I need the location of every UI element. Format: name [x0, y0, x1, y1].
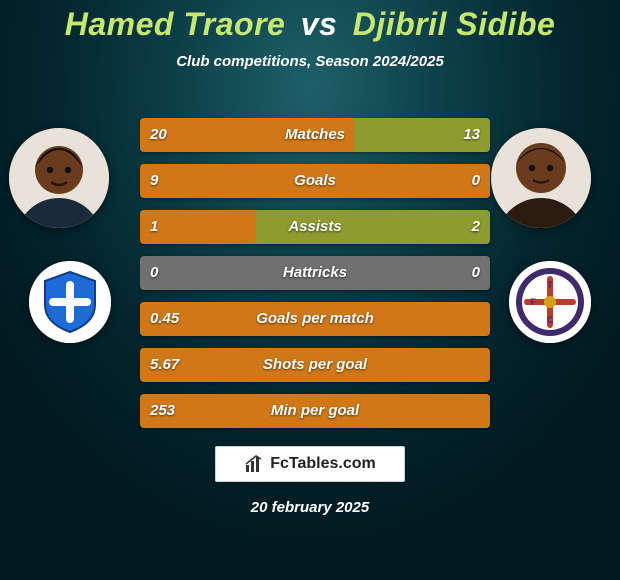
infographic-date: 20 february 2025 [0, 499, 620, 516]
bar-chart-icon [244, 454, 264, 474]
stat-label: Hattricks [140, 256, 490, 290]
comparison-infographic: Hamed Traore vs Djibril Sidibe Club comp… [0, 0, 620, 580]
player1-club-badge [29, 261, 111, 343]
page-title: Hamed Traore vs Djibril Sidibe [0, 0, 620, 43]
title-player1: Hamed Traore [65, 6, 286, 42]
subtitle: Club competitions, Season 2024/2025 [0, 53, 620, 70]
stat-row: 20Matches13 [140, 118, 490, 152]
stat-row: 253Min per goal [140, 394, 490, 428]
player2-avatar [491, 128, 591, 228]
stat-row: 1Assists2 [140, 210, 490, 244]
stat-row: 9Goals0 [140, 164, 490, 198]
stat-label: Shots per goal [140, 348, 490, 382]
stat-label: Goals per match [140, 302, 490, 336]
player1-avatar [9, 128, 109, 228]
person-icon [9, 128, 109, 228]
stat-value-right: 2 [472, 210, 480, 244]
stat-row: 5.67Shots per goal [140, 348, 490, 382]
stat-label: Goals [140, 164, 490, 198]
svg-text:C: C [547, 315, 554, 325]
stats-table: 20Matches139Goals01Assists20Hattricks00.… [140, 118, 490, 440]
svg-text:F: F [530, 297, 536, 307]
stat-row: 0Hattricks0 [140, 256, 490, 290]
person-icon [491, 128, 591, 228]
stat-label: Assists [140, 210, 490, 244]
stat-label: Min per goal [140, 394, 490, 428]
svg-text:T: T [547, 280, 553, 290]
stat-value-right: 0 [472, 164, 480, 198]
player2-club-badge: T C F [509, 261, 591, 343]
club-crest-icon: T C F [509, 261, 591, 343]
stat-value-right: 0 [472, 256, 480, 290]
stat-label: Matches [140, 118, 490, 152]
club-crest-icon [29, 261, 111, 343]
stat-row: 0.45Goals per match [140, 302, 490, 336]
source-badge-text: FcTables.com [270, 455, 376, 473]
title-player2: Djibril Sidibe [353, 6, 556, 42]
source-badge: FcTables.com [215, 446, 405, 482]
title-vs: vs [301, 6, 338, 42]
stat-value-right: 13 [463, 118, 480, 152]
